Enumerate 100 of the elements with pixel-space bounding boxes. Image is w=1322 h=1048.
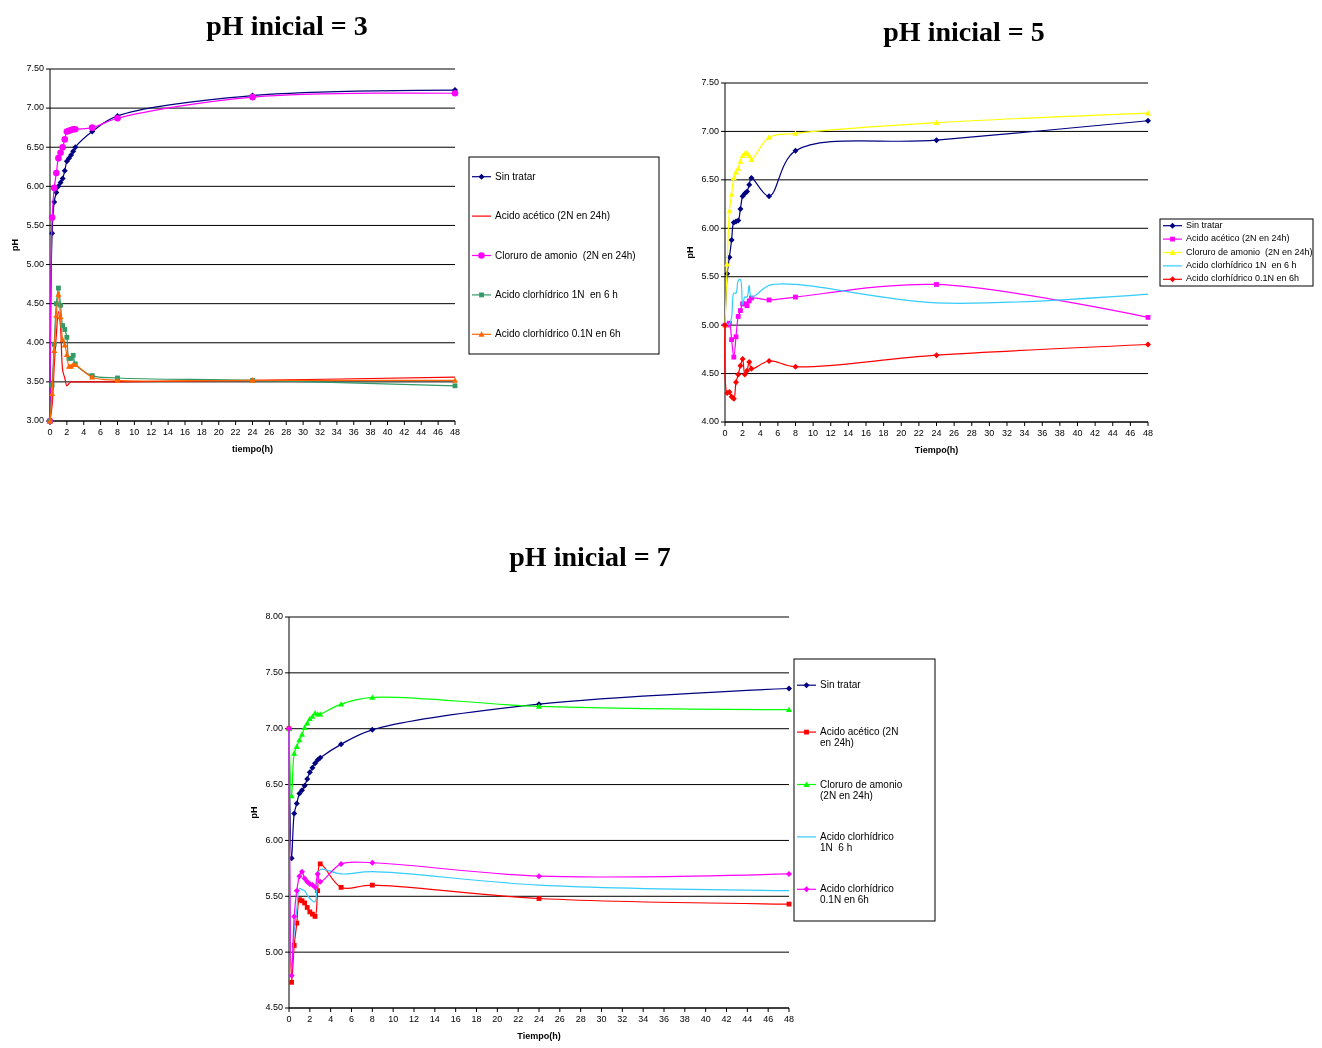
- y-tick-label: 8.00: [265, 611, 283, 622]
- x-tick-label: 38: [365, 427, 376, 437]
- legend-label: Cloruro de amonio (2N en 24h): [495, 249, 636, 261]
- y-tick-label: 3.50: [26, 376, 44, 387]
- x-axis-title: Tiempo(h): [914, 445, 959, 455]
- legend-label: Sin tratar: [1186, 220, 1223, 231]
- x-tick-label: 0: [286, 1014, 292, 1024]
- x-tick-label: 36: [658, 1014, 670, 1024]
- x-tick-label: 20: [896, 428, 907, 438]
- x-tick-label: 44: [742, 1014, 753, 1024]
- x-tick-label: 32: [314, 427, 326, 437]
- y-tick-label: 4.50: [701, 367, 719, 378]
- x-tick-label: 46: [433, 427, 444, 437]
- x-tick-label: 18: [196, 427, 207, 437]
- y-tick-label: 6.00: [26, 180, 44, 191]
- x-tick-label: 24: [533, 1014, 545, 1024]
- chart-title: pH inicial = 5: [883, 16, 1045, 47]
- x-tick-label: 18: [878, 428, 889, 438]
- x-axis-title: tiempo(h): [232, 444, 273, 454]
- x-tick-label: 8: [114, 427, 121, 437]
- x-tick-label: 42: [399, 427, 410, 437]
- y-tick-label: 6.50: [26, 141, 44, 152]
- y-axis-title: pH: [685, 246, 695, 259]
- y-tick-label: 7.00: [265, 723, 283, 734]
- x-tick-label: 8: [792, 428, 799, 438]
- x-tick-label: 14: [163, 427, 174, 437]
- x-tick-label: 16: [450, 1014, 461, 1024]
- legend-label: Cloruro de amonio (2N en 24h): [1186, 246, 1313, 257]
- y-axis-title: pH: [249, 806, 259, 819]
- x-tick-label: 44: [416, 427, 427, 437]
- x-tick-label: 32: [617, 1014, 628, 1024]
- x-tick-label: 6: [98, 427, 104, 437]
- x-tick-label: 10: [808, 428, 819, 438]
- y-tick-label: 5.00: [265, 946, 283, 957]
- legend-label: Acido acético (2N en 24h): [495, 209, 611, 221]
- x-tick-label: 26: [949, 428, 960, 438]
- legend-label: Acido clorhídrico 1N 6 h: [820, 830, 895, 853]
- legend-label: Cloruro de amonio (2N en 24h): [820, 778, 906, 801]
- chart-title: pH inicial = 7: [509, 541, 671, 572]
- x-tick-label: 26: [554, 1014, 565, 1024]
- y-tick-label: 5.00: [26, 258, 44, 269]
- y-tick-label: 3.00: [26, 415, 44, 426]
- chart-title: pH inicial = 3: [206, 10, 368, 41]
- x-tick-label: 36: [1037, 428, 1048, 438]
- x-tick-label: 12: [146, 427, 157, 437]
- legend-label: Acido acético (2N en 24h): [1186, 233, 1290, 244]
- x-tick-label: 4: [757, 428, 763, 438]
- y-tick-label: 6.50: [265, 778, 283, 789]
- x-tick-label: 36: [348, 427, 359, 437]
- x-tick-label: 22: [913, 428, 924, 438]
- x-tick-label: 12: [825, 428, 836, 438]
- x-tick-label: 10: [388, 1014, 399, 1024]
- x-axis-title: Tiempo(h): [517, 1031, 561, 1041]
- x-tick-label: 4: [328, 1014, 334, 1024]
- x-tick-label: 6: [775, 428, 781, 438]
- x-tick-label: 26: [264, 427, 275, 437]
- x-tick-label: 6: [348, 1014, 355, 1024]
- x-tick-label: 44: [1107, 428, 1118, 438]
- legend-label: Acido clorhídrico 0.1N en 6h: [820, 882, 895, 905]
- y-tick-label: 7.00: [701, 125, 719, 136]
- x-tick-label: 40: [700, 1014, 711, 1024]
- x-tick-label: 42: [1090, 428, 1101, 438]
- x-tick-label: 14: [429, 1014, 440, 1024]
- x-tick-label: 28: [966, 428, 977, 438]
- x-tick-label: 38: [1054, 428, 1065, 438]
- x-tick-label: 0: [47, 427, 53, 437]
- x-tick-label: 24: [931, 428, 942, 438]
- x-tick-label: 16: [860, 428, 872, 438]
- y-tick-label: 4.00: [26, 337, 44, 348]
- x-tick-label: 12: [408, 1014, 420, 1024]
- y-tick-label: 6.00: [265, 834, 283, 845]
- x-tick-label: 38: [679, 1014, 690, 1024]
- x-tick-label: 46: [1125, 428, 1136, 438]
- x-tick-label: 2: [64, 427, 70, 437]
- x-tick-label: 18: [471, 1014, 482, 1024]
- y-tick-label: 4.50: [265, 1002, 283, 1013]
- x-tick-label: 4: [81, 427, 87, 437]
- x-tick-label: 22: [513, 1014, 524, 1024]
- x-tick-label: 32: [1001, 428, 1013, 438]
- y-tick-label: 5.50: [26, 219, 44, 230]
- x-tick-label: 34: [1019, 428, 1030, 438]
- y-tick-label: 5.00: [701, 319, 719, 330]
- x-tick-label: 2: [740, 428, 746, 438]
- legend-label: Acido clorhídrico 1N en 6 h: [495, 288, 618, 300]
- y-tick-label: 6.00: [701, 222, 719, 233]
- y-tick-label: 7.00: [26, 102, 44, 113]
- y-axis-title: pH: [10, 239, 20, 251]
- x-tick-label: 48: [1142, 428, 1154, 438]
- legend-label: Sin tratar: [495, 170, 537, 182]
- legend-label: Acido clorhídrico 0.1N en 6h: [495, 327, 621, 339]
- x-tick-label: 14: [843, 428, 854, 438]
- x-tick-label: 10: [129, 427, 140, 437]
- x-tick-label: 48: [783, 1014, 795, 1024]
- x-tick-label: 8: [369, 1014, 375, 1024]
- x-tick-label: 30: [984, 428, 995, 438]
- x-tick-label: 20: [213, 427, 224, 437]
- x-tick-label: 46: [763, 1014, 774, 1024]
- x-tick-label: 22: [230, 427, 241, 437]
- x-tick-label: 2: [307, 1014, 313, 1024]
- y-tick-label: 7.50: [265, 667, 283, 678]
